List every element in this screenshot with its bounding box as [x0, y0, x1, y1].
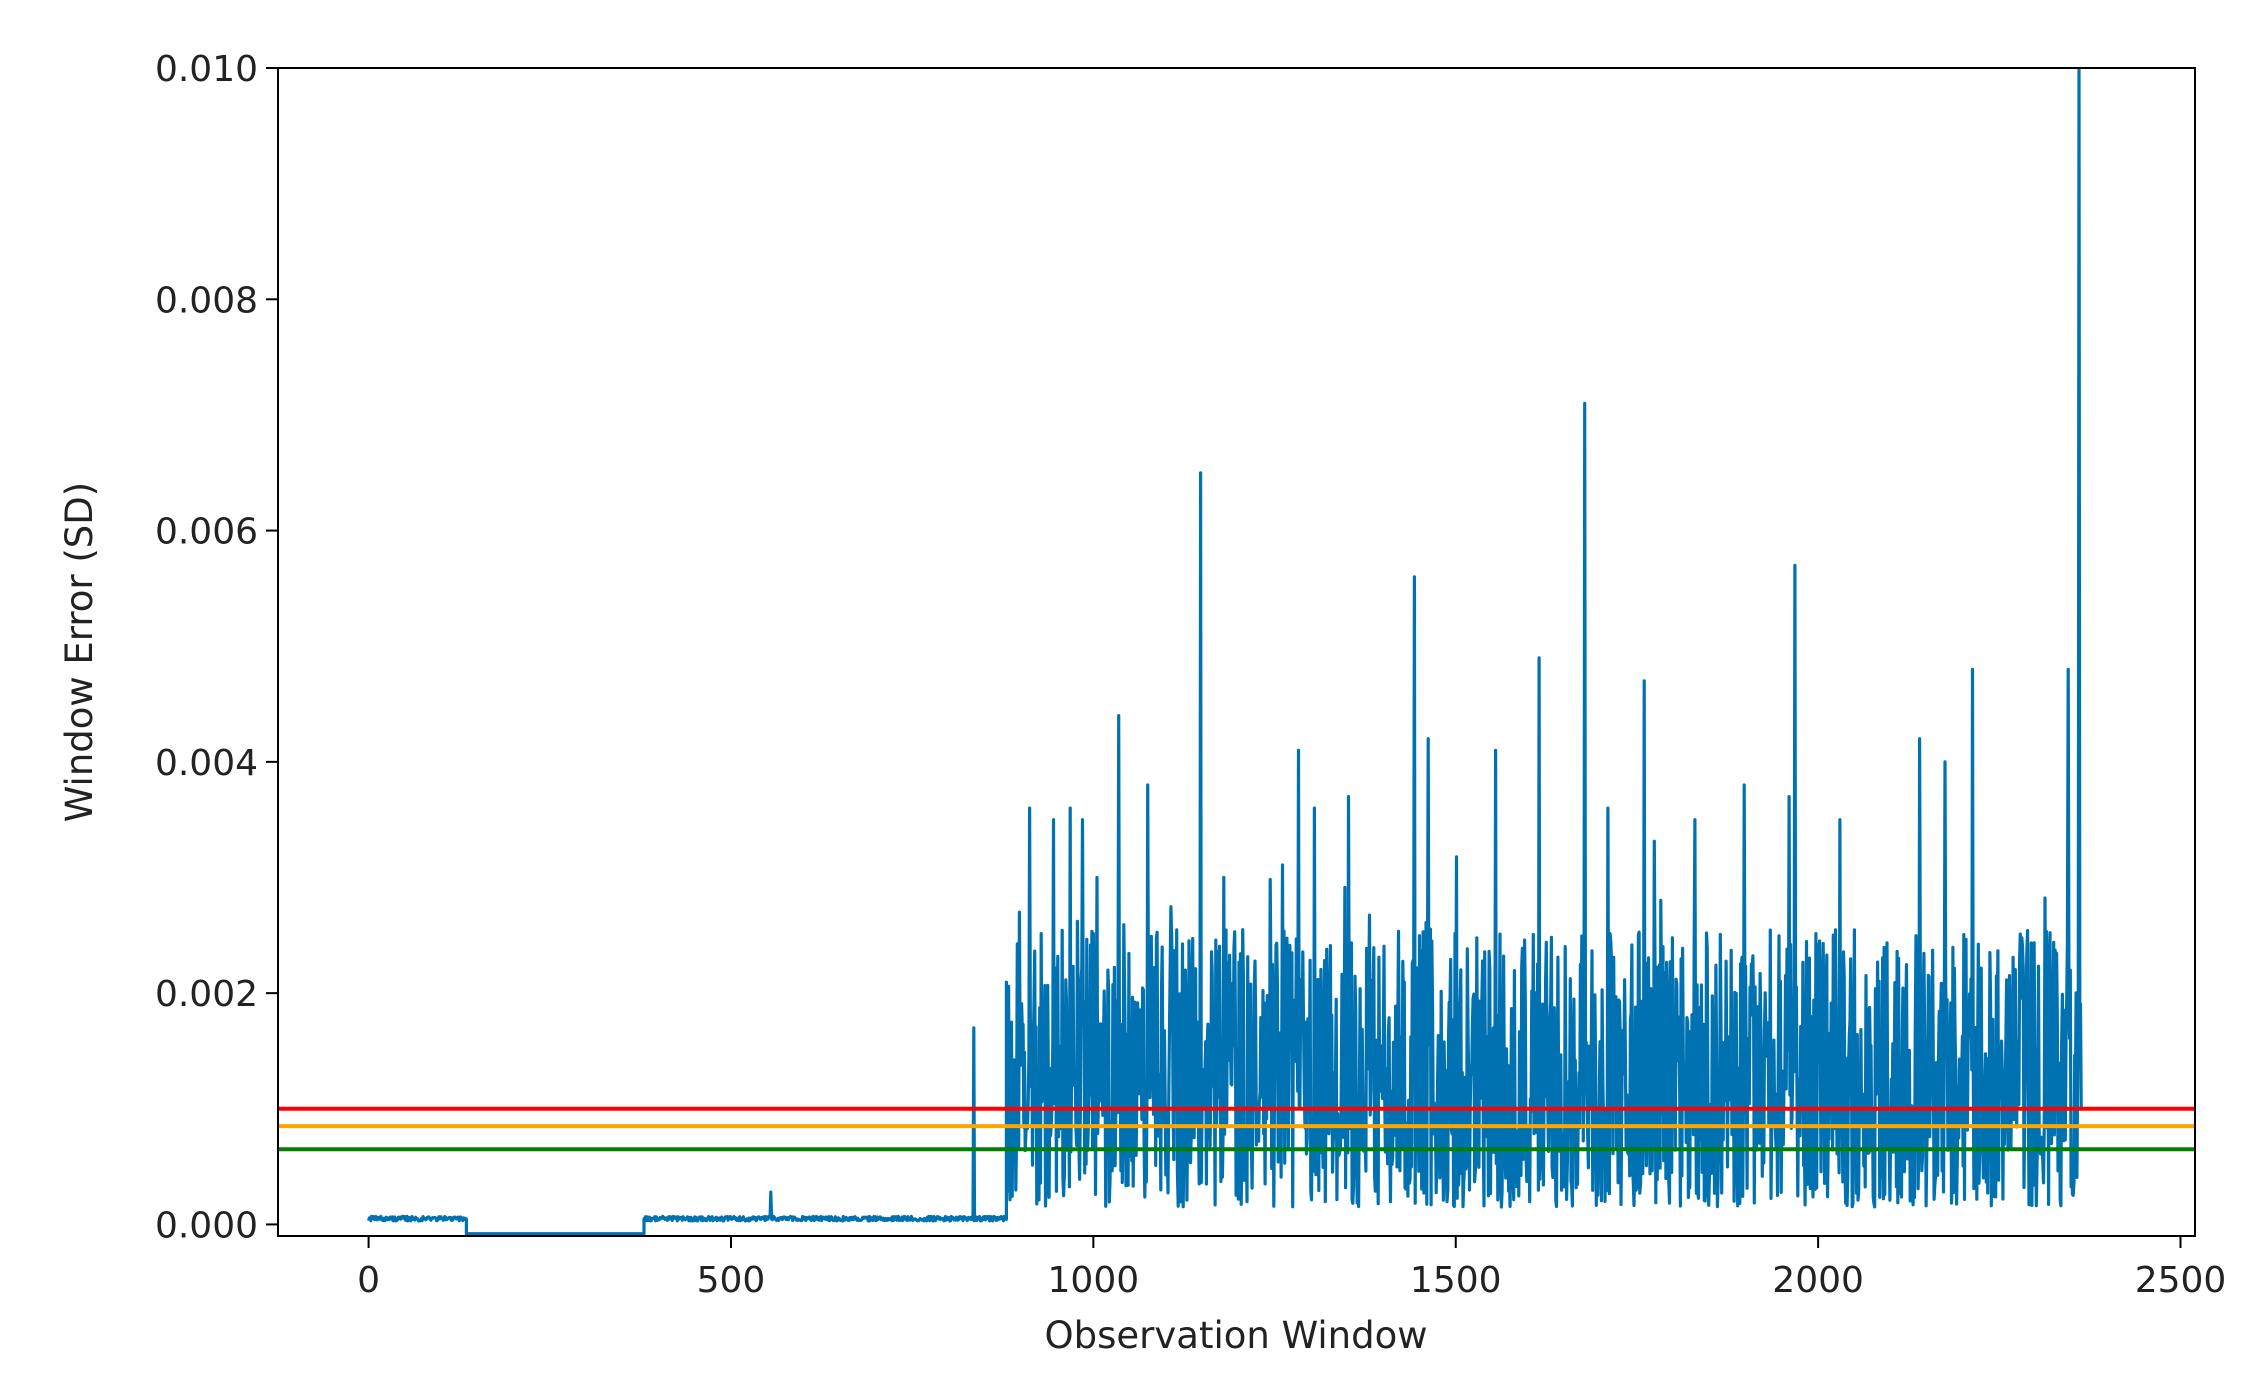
y-axis: 0.000 0.002 0.004 0.006 0.008 0.010: [155, 49, 278, 1246]
threshold-layer: [278, 1106, 2195, 1152]
y-tick-label: 0.006: [155, 512, 258, 553]
x-axis-label: Observation Window: [1045, 1314, 1428, 1357]
y-axis-label: Window Error (SD): [58, 482, 101, 822]
y-tick-label: 0.004: [155, 743, 258, 784]
x-tick-label: 1500: [1410, 1260, 1502, 1301]
series-line: [367, 68, 2083, 1236]
y-tick-label: 0.010: [155, 49, 258, 90]
y-tick-label: 0.008: [155, 280, 258, 321]
x-tick-label: 1000: [1048, 1260, 1140, 1301]
x-axis: 0 500 1000 1500 2000 2500: [357, 1236, 2226, 1301]
x-tick-label: 2000: [1772, 1260, 1864, 1301]
x-tick-label: 2500: [2135, 1260, 2227, 1301]
y-tick-label: 0.002: [155, 974, 258, 1015]
series-layer: [367, 68, 2083, 1236]
plot-frame: [277, 67, 2196, 1237]
x-tick-label: 0: [357, 1260, 380, 1301]
y-tick-label: 0.000: [155, 1205, 258, 1246]
x-tick-label: 500: [697, 1260, 766, 1301]
